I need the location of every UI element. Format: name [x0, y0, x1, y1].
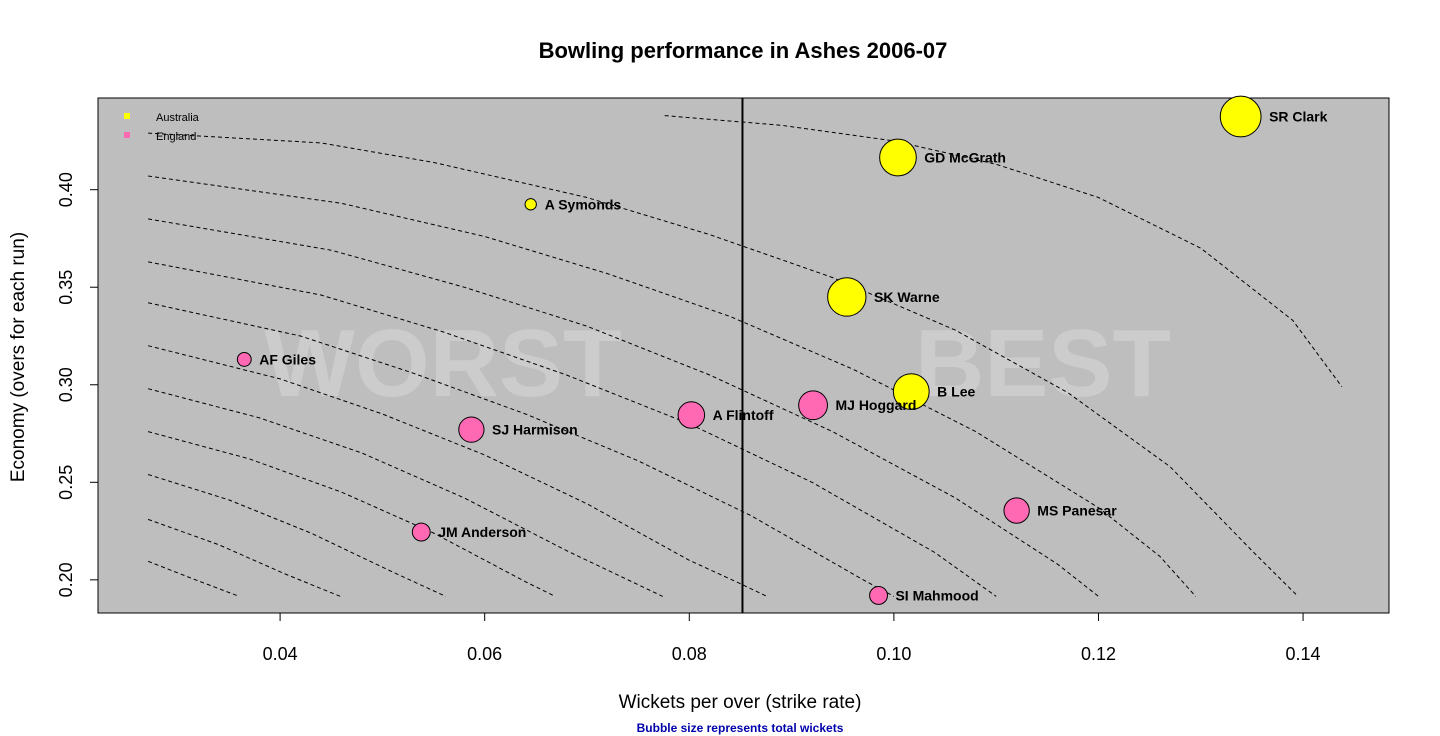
- label-ms-panesar: MS Panesar: [1037, 503, 1117, 519]
- contour-line-9: [148, 218, 1099, 597]
- bubble-jm-anderson: [411, 522, 431, 542]
- contour-line-7: [147, 302, 895, 597]
- label-jm-anderson: JM Anderson: [438, 524, 526, 540]
- x-axis: 0.04 0.06 0.08 0.10 0.12 0.14: [263, 613, 1321, 664]
- plot-area: [97, 97, 1390, 614]
- legend-swatch-england: [124, 132, 130, 138]
- point-labels: SR Clark SK Warne GD McGrath B Lee MJ Hoggar…: [259, 109, 1327, 604]
- y-tick-label: 0.35: [56, 270, 76, 305]
- y-tick-label: 0.20: [56, 562, 76, 597]
- y-axis-label: Economy (overs for each run): [8, 232, 29, 482]
- x-axis-label: Wickets per over (strike rate): [619, 692, 862, 713]
- bubble-sj-harmison: [458, 416, 485, 443]
- label-a-flintoff: A Flintoff: [713, 407, 774, 423]
- bubbles: [236, 95, 1262, 605]
- legend-label-australia: Australia: [156, 112, 200, 124]
- contour-line-1: [147, 560, 240, 597]
- y-axis: 0.20 0.25 0.30 0.35 0.40: [56, 172, 98, 597]
- legend-label-england: England: [156, 131, 196, 143]
- bubble-si-mahmood: [869, 585, 888, 605]
- contour-line-6: [147, 345, 768, 597]
- contour-line-4: [147, 431, 556, 597]
- watermark-best: BEST: [915, 310, 1171, 417]
- bubble-ms-panesar: [1003, 497, 1030, 524]
- y-tick-label: 0.40: [56, 172, 76, 207]
- label-sj-harmison: SJ Harmison: [492, 422, 578, 438]
- contour-lines: [147, 115, 1343, 597]
- bubble-a-symonds: [524, 198, 537, 211]
- label-gd-mcgrath: GD McGrath: [924, 149, 1006, 165]
- contour-line-8: [148, 261, 997, 597]
- label-mj-hoggard: MJ Hoggard: [835, 397, 916, 413]
- x-tick-label: 0.10: [876, 644, 911, 664]
- x-tick-label: 0.14: [1286, 644, 1321, 664]
- contour-line-5: [147, 388, 663, 597]
- x-tick-label: 0.08: [672, 644, 707, 664]
- x-tick-label: 0.12: [1081, 644, 1116, 664]
- legend: Australia England: [124, 112, 200, 143]
- bubble-sk-warne: [827, 277, 867, 317]
- bubble-size-note: Bubble size represents total wickets: [637, 721, 844, 735]
- label-b-lee: B Lee: [937, 384, 975, 400]
- legend-swatch-australia: [124, 113, 130, 119]
- contour-line-11: [148, 132, 1299, 597]
- bubble-mj-hoggard: [798, 390, 828, 421]
- y-tick-label: 0.25: [56, 465, 76, 500]
- label-si-mahmood: SI Mahmood: [895, 587, 978, 603]
- contour-line-10: [148, 175, 1197, 597]
- label-sr-clark: SR Clark: [1269, 109, 1328, 125]
- chart-title: Bowling performance in Ashes 2006-07: [539, 38, 948, 63]
- label-af-giles: AF Giles: [259, 351, 316, 367]
- bubble-b-lee: [892, 373, 930, 410]
- bubble-a-flintoff: [677, 401, 706, 429]
- x-tick-label: 0.06: [467, 644, 502, 664]
- label-sk-warne: SK Warne: [874, 289, 940, 305]
- bubble-gd-mcgrath: [879, 138, 917, 177]
- label-a-symonds: A Symonds: [545, 196, 622, 212]
- x-tick-label: 0.04: [263, 644, 298, 664]
- contour-line-2: [147, 518, 341, 597]
- contour-line-3: [147, 474, 447, 597]
- y-tick-label: 0.30: [56, 367, 76, 402]
- bubble-sr-clark: [1219, 95, 1262, 138]
- bubble-af-giles: [236, 351, 252, 367]
- contour-line-12: [664, 115, 1343, 387]
- watermark-worst: WORST: [264, 310, 621, 417]
